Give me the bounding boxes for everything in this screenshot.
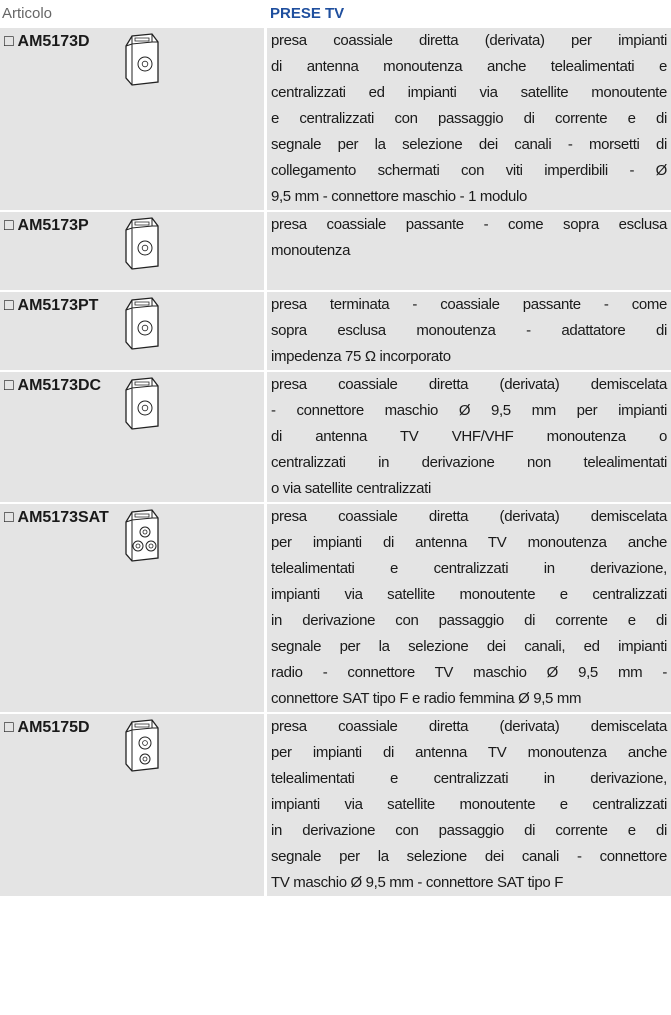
section-title: PRESE TV [270, 5, 345, 22]
description-line: TV maschio Ø 9,5 mm - connettore SAT tip… [271, 874, 564, 891]
description-line: e centralizzati con passaggio di corrent… [271, 110, 667, 127]
description-line: presa coassiale diretta (derivata) per i… [271, 32, 667, 49]
icon-holder [118, 296, 164, 357]
product-row: □ AM5173D presa coassiale diretta (deriva… [0, 28, 671, 210]
description-line: di antenna monoutenza anche telealimenta… [271, 58, 667, 75]
description-cell: presa coassiale diretta (derivata) demis… [267, 504, 671, 712]
product-row: □ AM5173PT presa terminata - coassiale pa… [0, 292, 671, 370]
description-line: connettore SAT tipo F e radio femmina Ø … [271, 690, 582, 707]
article-code: □ AM5173P [4, 217, 89, 234]
description-line: impianti via satellite monoutente e cent… [271, 586, 667, 603]
article-cell: □ AM5173PT [0, 292, 264, 370]
product-icon [125, 719, 159, 772]
icon-holder [118, 32, 164, 93]
description-line: di antenna TV VHF/VHF monoutenza o [271, 428, 667, 445]
description-line: centralizzati in derivazione non teleali… [271, 454, 667, 471]
product-table: □ AM5173D presa coassiale diretta (deriva… [0, 28, 671, 896]
description-line: 9,5 mm - connettore maschio - 1 modulo [271, 188, 527, 205]
article-cell: □ AM5173P [0, 212, 264, 290]
article-cell: □ AM5173DC [0, 372, 264, 502]
column-label: Articolo [2, 5, 53, 22]
product-icon [125, 217, 159, 270]
description-cell: presa coassiale diretta (derivata) demis… [267, 372, 671, 502]
description-line: impedenza 75 Ω incorporato [271, 348, 451, 365]
article-code: □ AM5173PT [4, 297, 99, 314]
icon-holder [118, 508, 164, 569]
description-line: segnale per la selezione dei canali - co… [271, 848, 667, 865]
description-line: o via satellite centralizzati [271, 480, 431, 497]
icon-holder [118, 718, 164, 779]
description-line: impianti via satellite monoutente e cent… [271, 796, 667, 813]
description-line: collegamento schermati con viti imperdib… [271, 162, 667, 179]
description-line: per impianti di antenna TV monoutenza an… [271, 534, 667, 551]
description-line: segnale per la selezione dei canali - mo… [271, 136, 667, 153]
description-cell: presa coassiale diretta (derivata) per i… [267, 28, 671, 210]
description-line: centralizzati ed impianti via satellite … [271, 84, 667, 101]
article-code: □ AM5173D [4, 33, 90, 50]
description-line: presa coassiale diretta (derivata) demis… [271, 508, 667, 525]
description-line: radio - connettore TV maschio Ø 9,5 mm - [271, 664, 667, 681]
description-line: in derivazione con passaggio di corrente… [271, 822, 667, 839]
article-code: □ AM5175D [4, 719, 90, 736]
product-icon [125, 377, 159, 430]
description-line: per impianti di antenna TV monoutenza an… [271, 744, 667, 761]
article-cell: □ AM5173SAT [0, 504, 264, 712]
description-cell: presa terminata - coassiale passante - c… [267, 292, 671, 370]
product-row: □ AM5173DC presa coassiale diretta (deriv… [0, 372, 671, 502]
description-line: presa terminata - coassiale passante - c… [271, 296, 667, 313]
product-row: □ AM5173SAT presa coassiale diretta (deri… [0, 504, 671, 712]
product-icon [125, 509, 159, 562]
description-line: monoutenza [271, 242, 351, 259]
icon-holder [118, 376, 164, 437]
description-line: presa coassiale diretta (derivata) demis… [271, 376, 667, 393]
product-icon [125, 33, 159, 86]
description-line: - connettore maschio Ø 9,5 mm per impian… [271, 402, 667, 419]
header: Articolo PRESE TV [0, 0, 671, 28]
description-line: presa coassiale passante - come sopra es… [271, 216, 667, 233]
description-line: in derivazione con passaggio di corrente… [271, 612, 667, 629]
description-line: telealimentati e centralizzati in deriva… [271, 770, 667, 787]
article-code: □ AM5173DC [4, 377, 102, 394]
description-cell: presa coassiale diretta (derivata) demis… [267, 714, 671, 896]
article-cell: □ AM5175D [0, 714, 264, 896]
description-line: segnale per la selezione dei canali, ed … [271, 638, 667, 655]
description-line: sopra esclusa monoutenza - adattatore di [271, 322, 667, 339]
product-icon [125, 297, 159, 350]
article-cell: □ AM5173D [0, 28, 264, 210]
icon-holder [118, 216, 164, 277]
description-line: telealimentati e centralizzati in deriva… [271, 560, 667, 577]
description-cell: presa coassiale passante - come sopra es… [267, 212, 671, 290]
product-row: □ AM5175D presa coassiale diretta (deriva… [0, 714, 671, 896]
article-code: □ AM5173SAT [4, 509, 109, 526]
product-row: □ AM5173P presa coassiale passante - come… [0, 212, 671, 290]
description-line: presa coassiale diretta (derivata) demis… [271, 718, 667, 735]
